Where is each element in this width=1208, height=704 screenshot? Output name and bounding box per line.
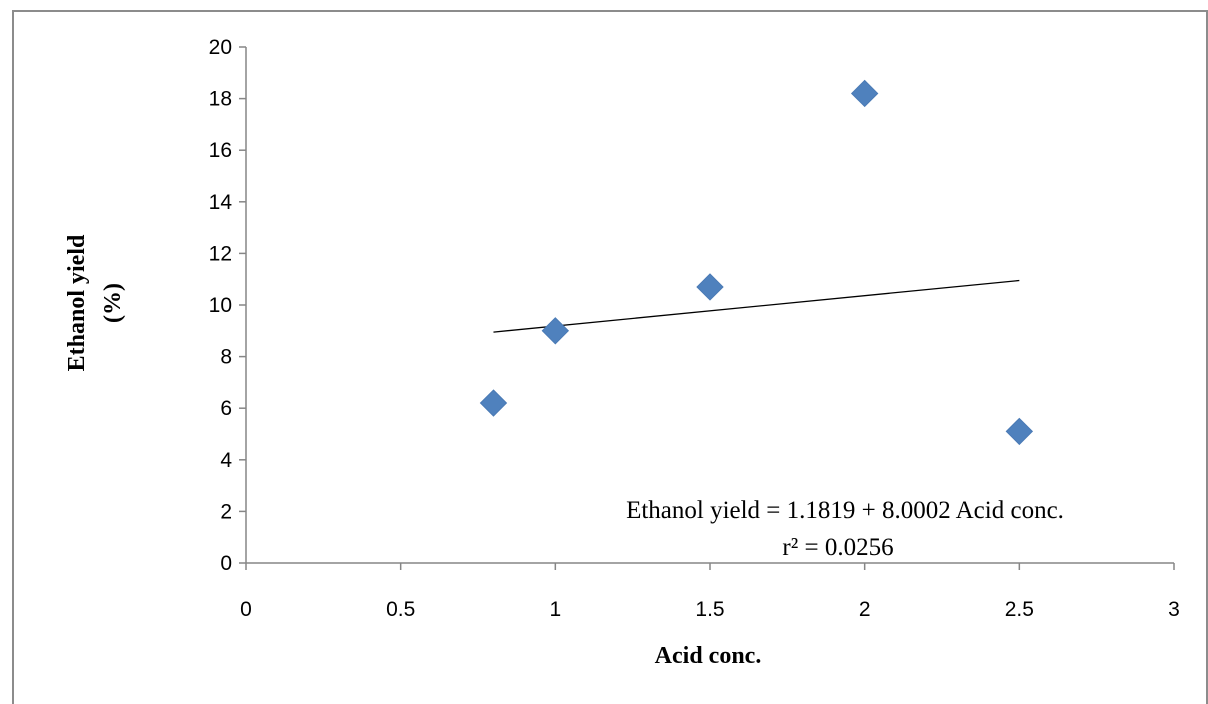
y-tick-label: 18: [209, 88, 232, 111]
chart-frame: [12, 10, 1208, 704]
x-tick-label: 2.5: [1005, 598, 1034, 621]
y-tick-label: 10: [209, 294, 232, 317]
y-axis-title: Ethanol yield (%): [64, 234, 126, 371]
x-tick-label: 2: [859, 598, 871, 621]
y-axis-title-line-2: (%): [100, 283, 126, 323]
data-point-diamond: [850, 79, 879, 108]
y-tick-label: 2: [220, 500, 232, 523]
y-tick-label: 8: [220, 346, 232, 369]
data-point-diamond: [541, 317, 570, 345]
y-ticks: 0 2 4 6 8 10 12 14 16 18 20: [209, 36, 246, 575]
x-tick-label: 0.5: [386, 598, 415, 621]
y-tick-label: 0: [220, 552, 232, 575]
x-tick-label: 0: [240, 598, 252, 621]
y-axis-title-line-1: Ethanol yield: [64, 234, 90, 371]
data-point-diamond: [696, 273, 724, 301]
x-tick-label: 1: [549, 598, 561, 621]
x-ticks: 0 0.5 1 1.5 2 2.5 3: [240, 563, 1180, 621]
data-point-diamond: [1005, 417, 1034, 446]
regression-equation: Ethanol yield = 1.1819 + 8.0002 Acid con…: [626, 497, 1064, 524]
data-points: [479, 79, 1034, 446]
data-point-diamond: [479, 389, 508, 417]
y-tick-label: 12: [209, 242, 232, 265]
x-tick-label: 1.5: [695, 598, 724, 621]
y-tick-label: 16: [209, 139, 232, 162]
x-tick-label: 3: [1168, 598, 1180, 621]
y-tick-label: 6: [220, 397, 232, 420]
y-tick-label: 4: [220, 449, 232, 472]
y-tick-label: 14: [209, 191, 233, 214]
axes: [245, 47, 1174, 564]
r-squared-label: r² = 0.0256: [782, 534, 893, 561]
linear-trendline: [493, 279, 1020, 333]
x-axis-title: Acid conc.: [655, 643, 762, 669]
y-tick-label: 20: [209, 36, 232, 59]
